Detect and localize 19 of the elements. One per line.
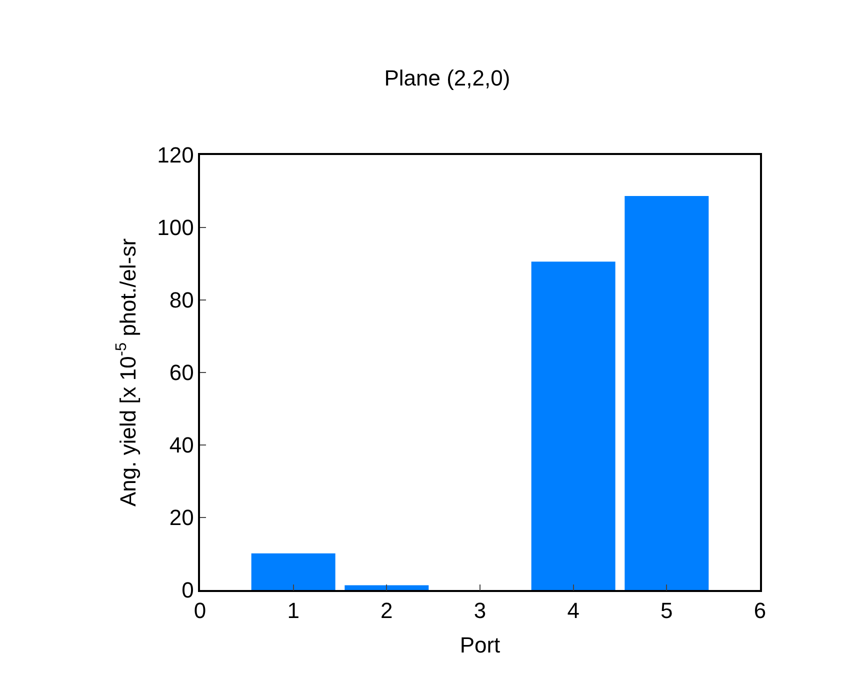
- x-tick-label: 2: [380, 598, 393, 624]
- x-axis-title: Port: [460, 632, 500, 658]
- bar: [344, 585, 429, 590]
- bar: [624, 196, 709, 590]
- y-tick-label: 60: [169, 360, 194, 386]
- x-tick-label: 4: [567, 598, 580, 624]
- y-tick-label: 80: [169, 288, 194, 313]
- x-tick-label: 6: [754, 598, 766, 624]
- y-tick-label: 100: [157, 215, 194, 240]
- x-tick-label: 5: [660, 598, 673, 624]
- bar: [531, 262, 616, 590]
- bar: [251, 553, 336, 590]
- y-tick-label: 20: [169, 505, 194, 530]
- x-tick-label: 3: [474, 598, 486, 624]
- chart-title: Plane (2,2,0): [384, 65, 510, 90]
- y-tick-label: 0: [182, 578, 194, 603]
- y-tick-label: 40: [169, 432, 194, 458]
- y-tick-label: 120: [157, 142, 194, 168]
- x-tick-label: 1: [287, 598, 300, 624]
